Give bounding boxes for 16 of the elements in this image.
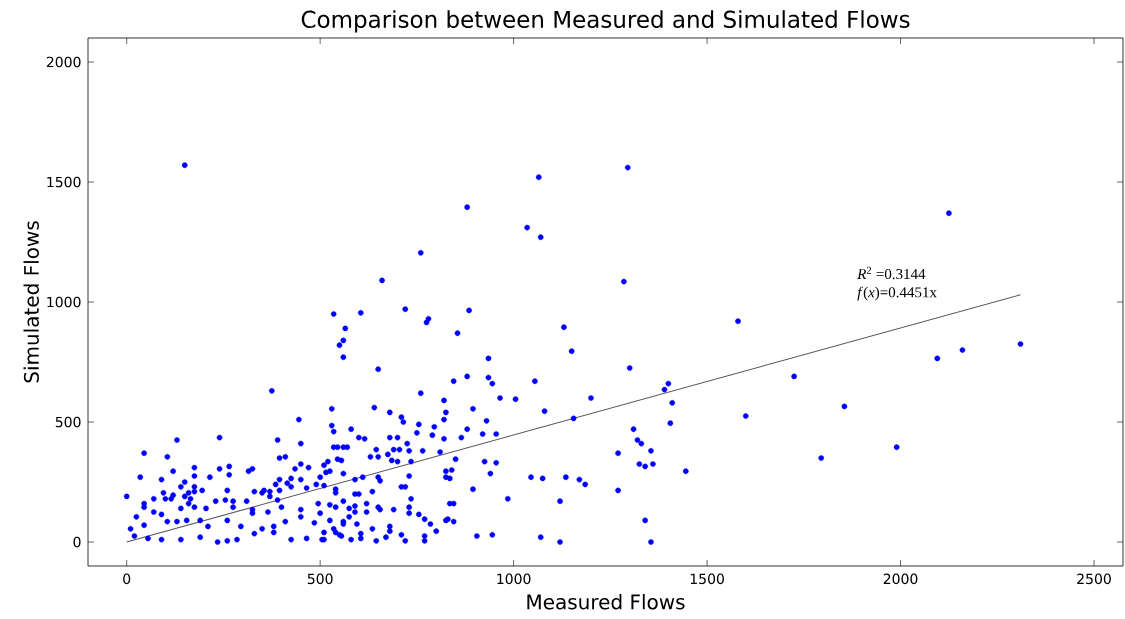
x-tick-label: 2000 — [883, 573, 918, 585]
x-tick-label: 0 — [123, 573, 131, 585]
annotation: f(x)=0.4451x — [857, 286, 937, 301]
x-tick-label: 500 — [307, 573, 333, 585]
y-axis-title: Simulated Flows — [23, 221, 39, 383]
y-tick-label: 2000 — [46, 56, 81, 68]
x-tick-label: 1000 — [497, 573, 531, 585]
chart-title: Comparison between Measured and Simulated Flows — [301, 10, 910, 33]
x-tick-label: 1500 — [690, 573, 724, 585]
y-tick-label: 0 — [73, 536, 81, 548]
annotation: R$^{2}$ =0.3144 — [857, 266, 926, 280]
x-tick-label: 2500 — [1077, 573, 1111, 585]
y-tick-label: 1500 — [47, 176, 81, 188]
y-tick-label: 1000 — [47, 296, 81, 308]
x-axis-title: Measured Flows — [527, 593, 685, 610]
y-tick-label: 500 — [55, 416, 81, 428]
